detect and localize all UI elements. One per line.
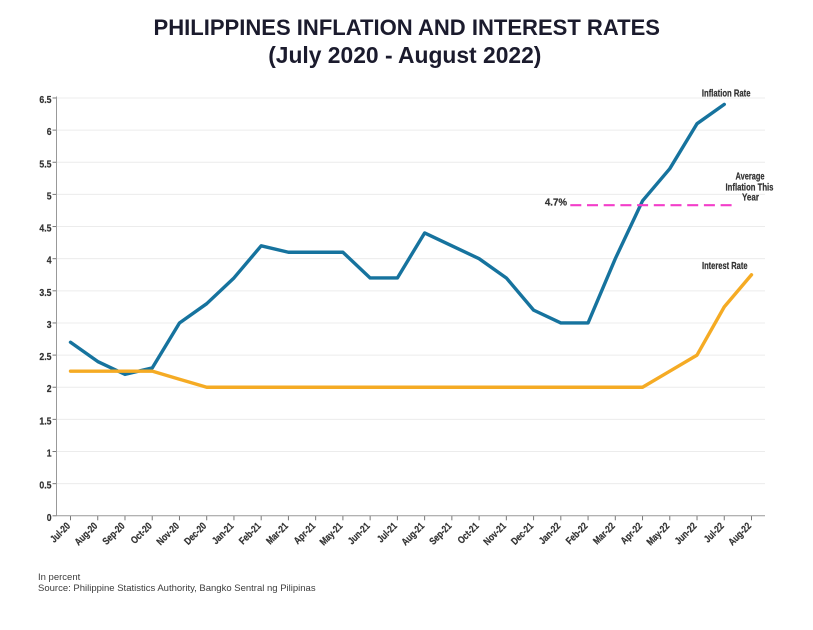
svg-text:(July 2020 - August 2022): (July 2020 - August 2022) — [268, 42, 541, 68]
svg-text:3.5: 3.5 — [39, 288, 51, 299]
svg-text:4.5: 4.5 — [39, 224, 51, 235]
svg-text:6: 6 — [47, 127, 52, 138]
svg-text:0: 0 — [47, 513, 52, 524]
svg-text:5.5: 5.5 — [39, 159, 51, 170]
svg-text:Inflation Rate: Inflation Rate — [702, 89, 751, 100]
svg-text:2.5: 2.5 — [39, 352, 51, 363]
svg-text:Jan-21: Jan-21 — [210, 521, 236, 547]
svg-text:4: 4 — [47, 256, 52, 267]
svg-text:1: 1 — [47, 449, 52, 460]
svg-text:0.5: 0.5 — [39, 481, 51, 492]
svg-text:4.7%: 4.7% — [545, 197, 567, 208]
svg-text:Average: Average — [736, 172, 765, 183]
svg-text:5: 5 — [47, 191, 52, 202]
svg-text:Inflation This: Inflation This — [726, 182, 774, 193]
svg-text:PHILIPPINES INFLATION AND INTE: PHILIPPINES INFLATION AND INTEREST RATES — [154, 15, 661, 40]
svg-text:1.5: 1.5 — [39, 416, 51, 427]
svg-text:3: 3 — [47, 320, 52, 331]
svg-text:2: 2 — [47, 384, 52, 395]
svg-text:Interest Rate: Interest Rate — [702, 261, 748, 272]
svg-text:6.5: 6.5 — [39, 95, 51, 106]
svg-text:Year: Year — [742, 193, 759, 204]
